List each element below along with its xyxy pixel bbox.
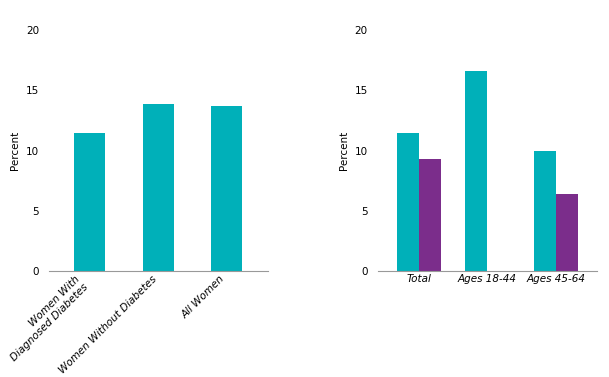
Bar: [419, 159, 440, 271]
Bar: [143, 104, 174, 271]
Bar: [397, 133, 419, 271]
Bar: [74, 133, 105, 271]
Bar: [465, 71, 487, 271]
Y-axis label: Percent: Percent: [10, 131, 20, 170]
Y-axis label: Percent: Percent: [339, 131, 349, 170]
Bar: [555, 194, 577, 271]
Bar: [533, 151, 555, 271]
Bar: [211, 106, 242, 271]
